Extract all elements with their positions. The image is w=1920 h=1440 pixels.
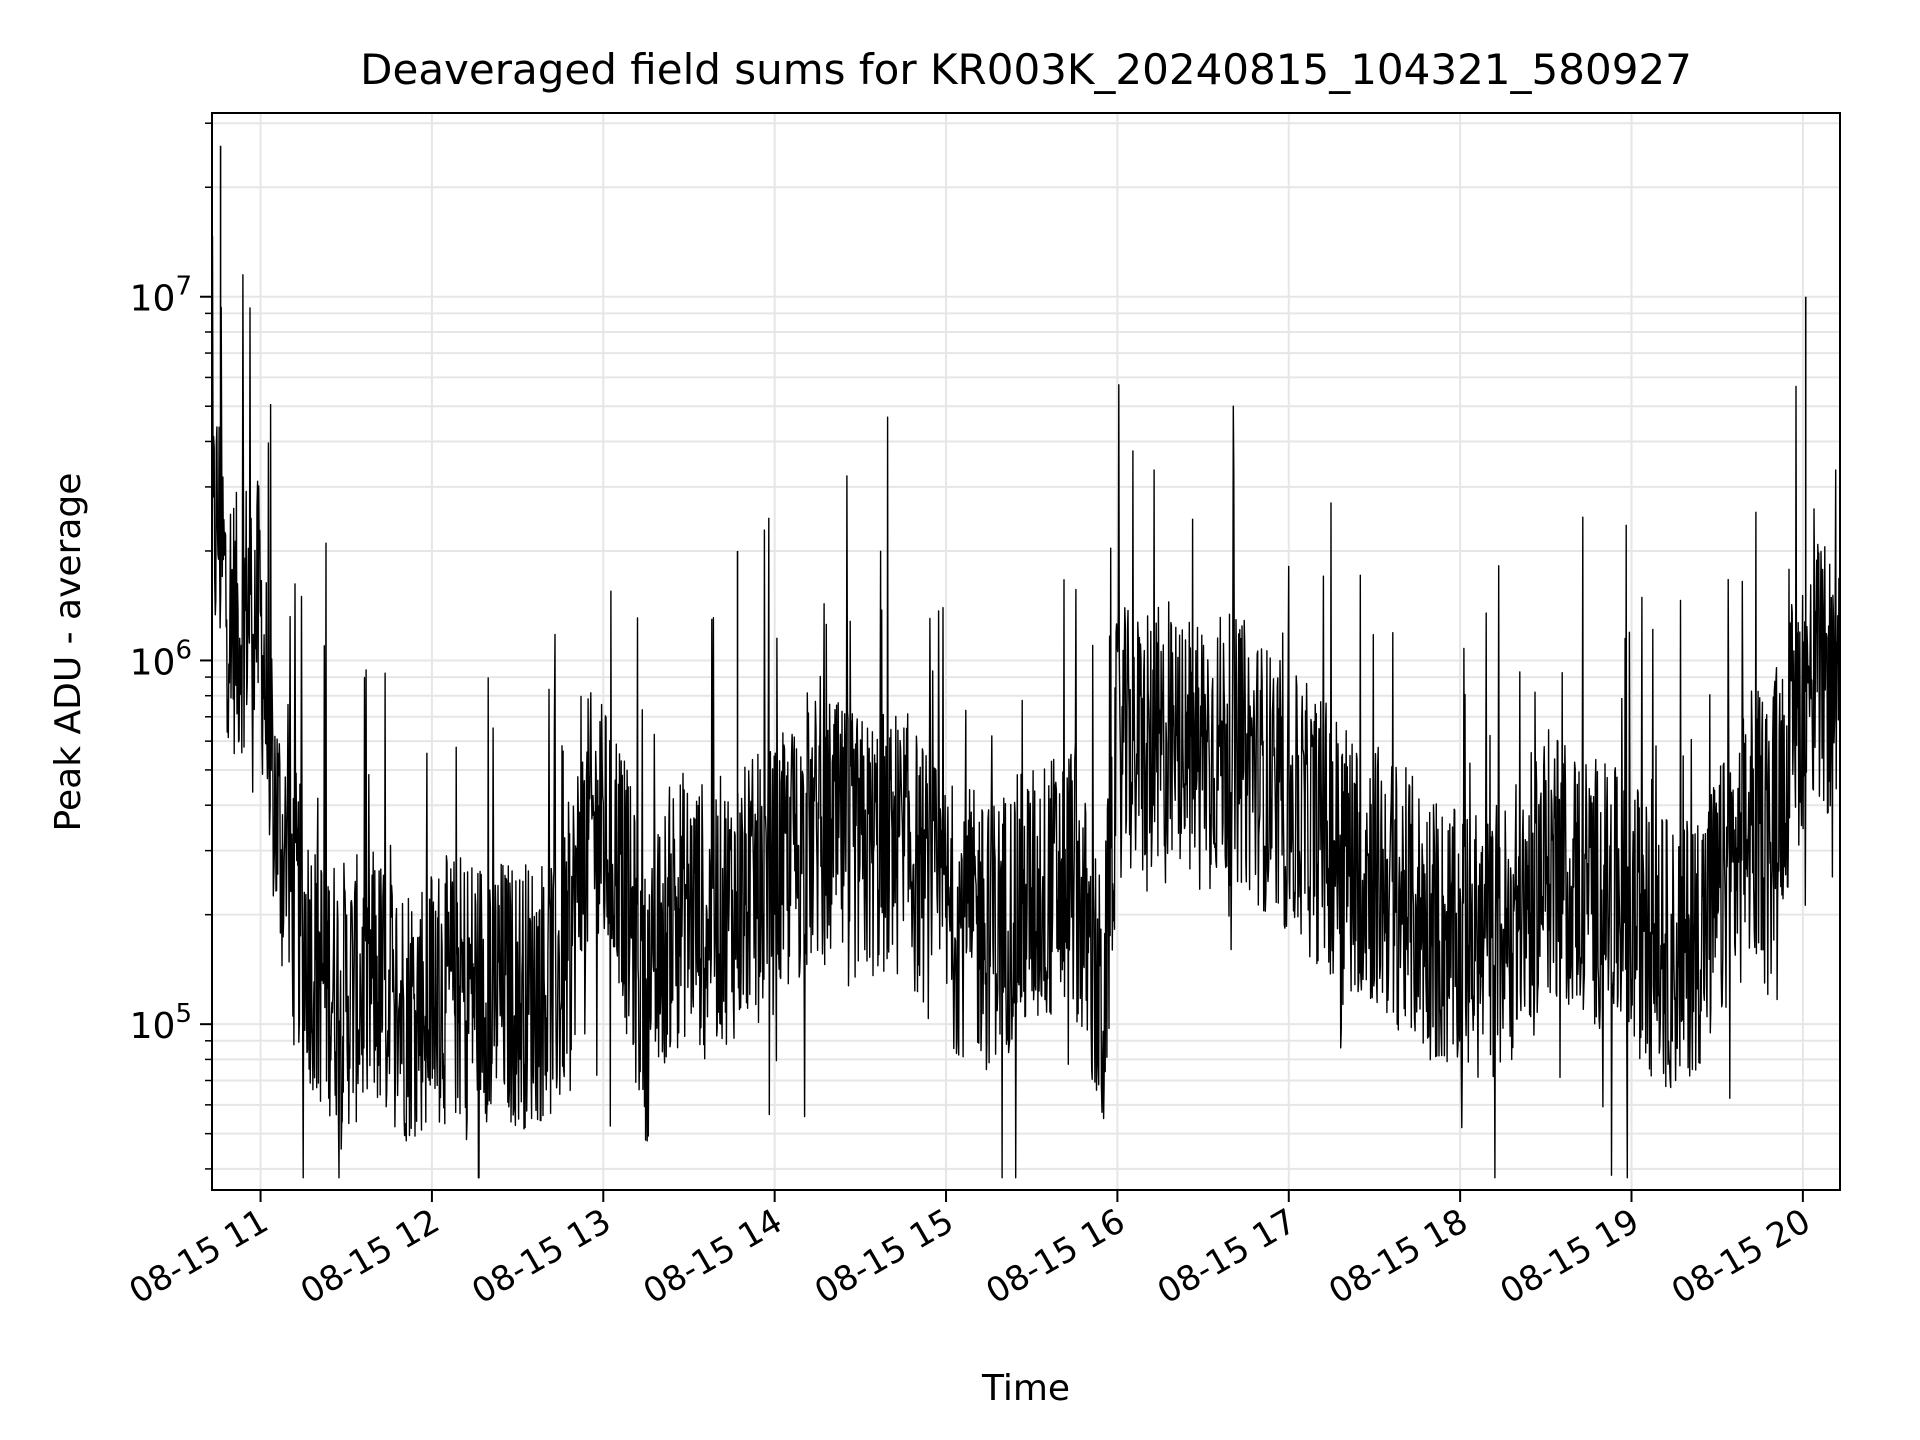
y-tick-exponent: 7 [175, 272, 192, 302]
data-line-layer [211, 235, 1841, 1179]
chart-title: Deaveraged field sums for KR003K_2024081… [360, 45, 1692, 94]
y-tick-base: 10 [130, 1006, 176, 1047]
y-tick-exponent: 5 [175, 999, 192, 1029]
y-tick-base: 10 [130, 642, 176, 683]
x-axis-label: Time [981, 1368, 1070, 1409]
y-tick-label: 105 [130, 999, 192, 1047]
y-tick-label: 106 [130, 635, 192, 683]
y-tick-base: 10 [130, 279, 176, 320]
y-tick-exponent: 6 [175, 635, 192, 665]
data-line [211, 235, 1841, 1179]
y-tick-label: 107 [130, 272, 192, 320]
y-axis-label: Peak ADU - average [48, 473, 89, 832]
plot-frame [211, 112, 1841, 1191]
